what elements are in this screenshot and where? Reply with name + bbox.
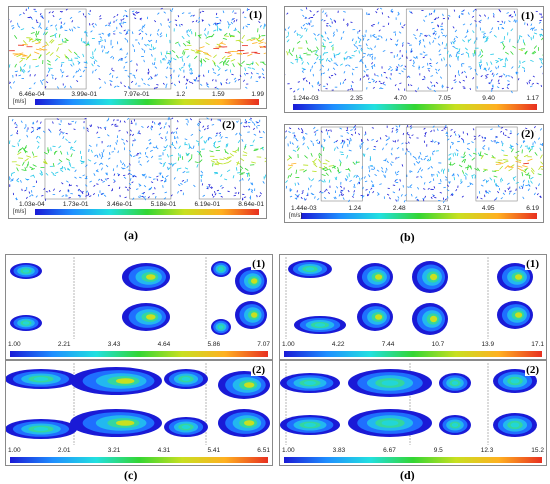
- contour-blobs-c2: [6, 363, 270, 445]
- panel-d1-contour: (1) 1.00 4.22 7.44 10.7 13.9 17.1: [279, 254, 547, 360]
- panel-d1-number: (1): [525, 258, 540, 270]
- tick-label: 4.70: [394, 95, 407, 102]
- tick-label: 1.44e-03: [291, 205, 317, 212]
- tick-label: 1.24: [348, 205, 362, 212]
- tick-label: 17.1: [531, 341, 544, 348]
- tick-label: 3.83: [332, 447, 346, 454]
- tick-label: 4.22: [331, 341, 345, 348]
- panel-c1-number: (1): [251, 258, 266, 270]
- colorbar-b1: [293, 104, 537, 110]
- panel-b1-number: (1): [520, 10, 535, 22]
- tick-label: 5.18e-01: [150, 201, 177, 208]
- tick-label: 2.48: [392, 205, 406, 212]
- velocity-vectors-a1: [9, 7, 266, 90]
- tick-label: 8.64e-01: [238, 201, 264, 208]
- panel-a1-velocity-field: (1) [m/s] 6.46e-04 3.99e-01 7.97e-01 1.2…: [8, 6, 267, 109]
- tick-label: 1.99: [251, 91, 264, 98]
- unit-label-a1: [m/s]: [13, 99, 26, 105]
- tick-label: 10.7: [431, 341, 445, 348]
- panel-a1-number: (1): [248, 9, 263, 21]
- velocity-vectors-b1: [285, 7, 543, 94]
- tick-label: 1.59: [211, 91, 225, 98]
- tick-label: 1.03e-04: [19, 201, 45, 208]
- tick-label: 1.00: [8, 341, 21, 348]
- colorbar-a2: [35, 209, 259, 215]
- colorbar-c1: [10, 351, 268, 357]
- panel-b2-number: (2): [520, 128, 535, 140]
- velocity-vectors-b2: [285, 125, 543, 204]
- caption-b: (b): [400, 230, 415, 244]
- tick-label: 5.41: [207, 447, 221, 454]
- colorbar-ticks-c2: 1.00 2.01 3.21 4.31 5.41 6.51: [8, 447, 270, 454]
- tick-label: 6.51: [257, 447, 270, 454]
- colorbar-a1: [35, 99, 259, 105]
- panel-a2-velocity-field: (2) [m/s] 1.03e-04 1.73e-01 3.46e-01 5.1…: [8, 116, 267, 219]
- tick-label: 5.86: [207, 341, 221, 348]
- tick-label: 2.35: [350, 95, 363, 102]
- colorbar-d2: [284, 457, 542, 463]
- tick-label: 3.46e-01: [106, 201, 133, 208]
- tick-label: 3.43: [107, 341, 121, 348]
- panel-c1-contour: (1) 1.00 2.21 3.43 4.64 5.86 7.07: [5, 254, 273, 360]
- panel-d2-contour: (2) 1.00 3.83 6.67 9.5 12.3 15.2: [279, 360, 547, 466]
- unit-label-a2: [m/s]: [13, 209, 26, 215]
- unit-label-b2: [m/s]: [289, 213, 302, 219]
- colorbar-b2: [301, 213, 537, 219]
- tick-label: 1.00: [282, 447, 295, 454]
- tick-label: 7.44: [381, 341, 395, 348]
- tick-label: 12.3: [480, 447, 494, 454]
- panel-b2-velocity-field: (2) [m/s] 1.44e-03 1.24 2.48 3.71 4.95 6…: [284, 124, 544, 223]
- tick-label: 1.24e-03: [293, 95, 319, 102]
- tick-label: 4.95: [481, 205, 495, 212]
- tick-label: 1.73e-01: [62, 201, 89, 208]
- colorbar-ticks-b2: 1.44e-03 1.24 2.48 3.71 4.95 6.19: [291, 205, 539, 212]
- tick-label: 1.00: [282, 341, 295, 348]
- panel-d2-number: (2): [525, 364, 540, 376]
- panel-a2-number: (2): [221, 119, 236, 131]
- panel-c2-number: (2): [251, 364, 266, 376]
- caption-c: (c): [124, 468, 138, 482]
- tick-label: 4.64: [157, 341, 171, 348]
- tick-label: 6.19: [526, 205, 539, 212]
- tick-label: 15.2: [531, 447, 544, 454]
- tick-label: 1.00: [8, 447, 21, 454]
- contour-blobs-c1: [10, 257, 267, 339]
- velocity-vectors-a2: [9, 117, 266, 201]
- contour-blobs-d1: [285, 257, 533, 339]
- colorbar-ticks-a2: 1.03e-04 1.73e-01 3.46e-01 5.18e-01 6.19…: [19, 201, 264, 208]
- tick-label: 2.01: [57, 447, 71, 454]
- tick-label: 6.67: [383, 447, 396, 454]
- colorbar-ticks-a1: 6.46e-04 3.99e-01 7.97e-01 1.2 1.59 1.99: [19, 91, 264, 98]
- colorbar-ticks-c1: 1.00 2.21 3.43 4.64 5.86 7.07: [8, 341, 270, 348]
- tick-label: 9.40: [482, 95, 495, 102]
- colorbar-ticks-d2: 1.00 3.83 6.67 9.5 12.3 15.2: [282, 447, 544, 454]
- tick-label: 3.21: [107, 447, 121, 454]
- contour-blobs-d2: [280, 363, 537, 445]
- tick-label: 3.99e-01: [71, 91, 98, 98]
- panel-c2-contour: (2) 1.00 2.01 3.21 4.31 5.41 6.51: [5, 360, 273, 466]
- tick-label: 4.31: [157, 447, 171, 454]
- tick-label: 7.07: [257, 341, 270, 348]
- colorbar-ticks-d1: 1.00 4.22 7.44 10.7 13.9 17.1: [282, 341, 544, 348]
- tick-label: 6.19e-01: [194, 201, 221, 208]
- tick-label: 7.97e-01: [123, 91, 150, 98]
- tick-label: 6.46e-04: [19, 91, 45, 98]
- tick-label: 1.2: [176, 91, 186, 98]
- caption-d: (d): [400, 468, 415, 482]
- colorbar-d1: [284, 351, 542, 357]
- caption-a: (a): [124, 228, 138, 242]
- tick-label: 9.5: [433, 447, 443, 454]
- tick-label: 7.05: [438, 95, 451, 102]
- tick-label: 1.17: [526, 95, 539, 102]
- colorbar-c2: [10, 457, 268, 463]
- panel-b1-velocity-field: (1) 1.24e-03 2.35 4.70 7.05 9.40 1.17: [284, 6, 544, 113]
- tick-label: 2.21: [57, 341, 71, 348]
- colorbar-ticks-b1: 1.24e-03 2.35 4.70 7.05 9.40 1.17: [293, 95, 539, 102]
- tick-label: 13.9: [481, 341, 495, 348]
- tick-label: 3.71: [437, 205, 451, 212]
